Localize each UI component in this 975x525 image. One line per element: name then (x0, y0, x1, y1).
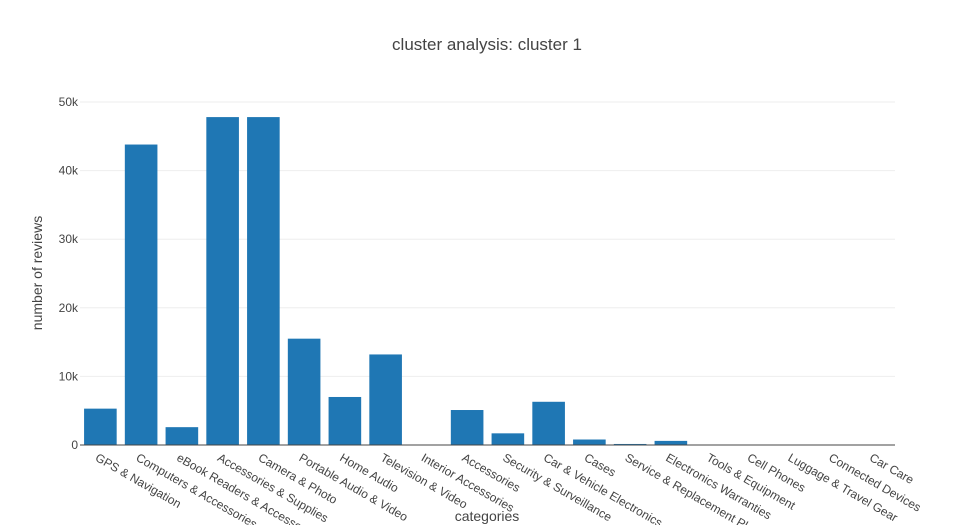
y-axis-title: number of reviews (29, 216, 45, 330)
y-tick-label: 10k (59, 369, 79, 383)
bar[interactable] (532, 401, 565, 445)
bar[interactable] (450, 410, 484, 445)
y-tick-label: 20k (59, 301, 79, 315)
grid-lines (80, 101, 895, 377)
y-tick-label: 50k (59, 95, 79, 109)
y-tick-label: 0 (71, 438, 78, 452)
bar[interactable] (206, 117, 239, 445)
chart-title: cluster analysis: cluster 1 (392, 35, 582, 54)
bar[interactable] (287, 338, 321, 445)
y-tick-label: 30k (59, 232, 79, 246)
bar[interactable] (165, 427, 199, 445)
bar[interactable] (328, 396, 362, 445)
bar[interactable] (654, 440, 688, 445)
bar[interactable] (369, 354, 402, 445)
bar[interactable] (613, 443, 647, 445)
y-axis-ticks: 0 10k 20k 30k 40k 50k (59, 95, 79, 452)
y-tick-label: 40k (59, 164, 79, 178)
bar[interactable] (491, 433, 525, 445)
bar[interactable] (573, 439, 606, 445)
bar[interactable] (84, 408, 117, 445)
bars (84, 117, 891, 446)
bar[interactable] (124, 144, 158, 446)
x-axis-title: categories (455, 508, 520, 524)
bar[interactable] (247, 117, 280, 445)
